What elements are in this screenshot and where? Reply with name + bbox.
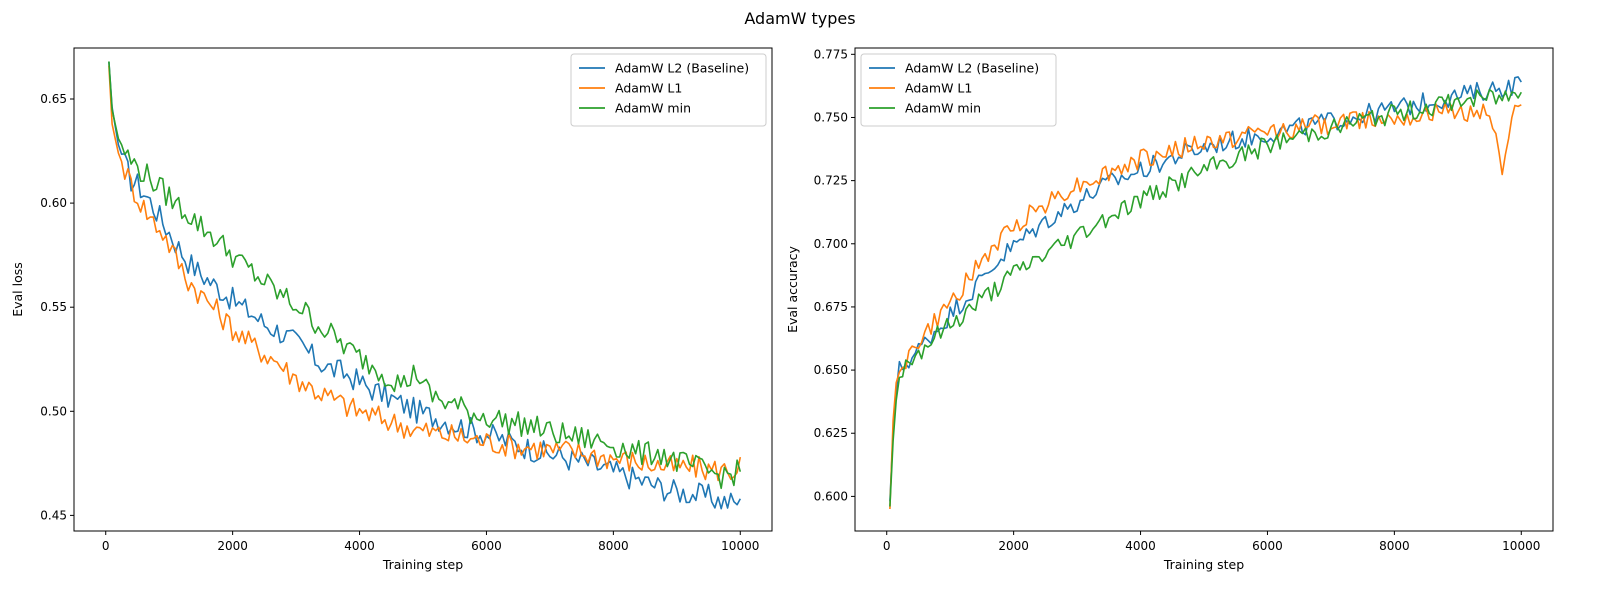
eval-accuracy-plot: 0 2000 4000 6000 8000 10000 0.600 0.625 0.650 0.6… bbox=[785, 47, 1554, 572]
plot-frame bbox=[854, 47, 1554, 532]
x-tick-label: 0 bbox=[883, 539, 891, 553]
x-tick-label: 6000 bbox=[1252, 539, 1283, 553]
x-tick-label: 4000 bbox=[344, 539, 375, 553]
y-axis-label: Eval loss bbox=[10, 262, 25, 317]
legend-label: AdamW L1 bbox=[615, 81, 682, 96]
y-tick-label: 0.625 bbox=[814, 426, 848, 440]
x-tick-label: 4000 bbox=[1125, 539, 1156, 553]
legend: AdamW L2 (Baseline) AdamW L1 AdamW min bbox=[570, 53, 767, 127]
legend-label: AdamW L2 (Baseline) bbox=[905, 61, 1039, 76]
legend-box bbox=[860, 53, 1057, 127]
y-axis-label: Eval accuracy bbox=[785, 246, 800, 333]
legend: AdamW L2 (Baseline) AdamW L1 AdamW min bbox=[860, 53, 1057, 127]
series-line-adamw-min bbox=[889, 88, 1523, 507]
y-tick-label: 0.650 bbox=[814, 363, 848, 377]
eval-loss-plot: 0 2000 4000 6000 8000 10000 0.45 0.50 0.55 0.60 0.… bbox=[10, 47, 773, 572]
y-tick-label: 0.725 bbox=[814, 174, 848, 188]
legend-label: AdamW L2 (Baseline) bbox=[615, 61, 749, 76]
y-tick-label: 0.65 bbox=[40, 92, 67, 106]
y-tick-label: 0.55 bbox=[40, 300, 67, 314]
x-tick-label: 2000 bbox=[217, 539, 248, 553]
y-tick-label: 0.600 bbox=[814, 489, 848, 503]
series-line-adamw-l2-baseline bbox=[889, 76, 1522, 502]
legend-label: AdamW min bbox=[905, 101, 981, 116]
y-tick-label: 0.675 bbox=[814, 300, 848, 314]
y-tick-label: 0.50 bbox=[40, 404, 67, 418]
x-tick-label: 10000 bbox=[1502, 539, 1540, 553]
y-tick-label: 0.775 bbox=[814, 47, 848, 61]
series-line-adamw-l1 bbox=[889, 102, 1522, 510]
x-tick-label: 10000 bbox=[721, 539, 759, 553]
y-tick-label: 0.700 bbox=[814, 237, 848, 251]
x-tick-label: 2000 bbox=[998, 539, 1029, 553]
y-tick-label: 0.60 bbox=[40, 196, 67, 210]
x-axis-label: Training step bbox=[382, 557, 463, 572]
y-tick-label: 0.750 bbox=[814, 110, 848, 124]
series-line-adamw-l1 bbox=[108, 65, 742, 482]
x-tick-label: 8000 bbox=[598, 539, 629, 553]
series-line-adamw-min bbox=[108, 61, 742, 490]
y-tick-label: 0.45 bbox=[40, 508, 67, 522]
x-tick-label: 6000 bbox=[471, 539, 502, 553]
legend-box bbox=[570, 53, 767, 127]
legend-label: AdamW min bbox=[615, 101, 691, 116]
figure-title: AdamW types bbox=[744, 9, 856, 28]
series-line-adamw-l2-baseline bbox=[108, 61, 742, 510]
plot-frame bbox=[73, 47, 773, 532]
legend-label: AdamW L1 bbox=[905, 81, 972, 96]
x-tick-label: 0 bbox=[102, 539, 110, 553]
x-tick-label: 8000 bbox=[1379, 539, 1410, 553]
x-axis-label: Training step bbox=[1163, 557, 1244, 572]
